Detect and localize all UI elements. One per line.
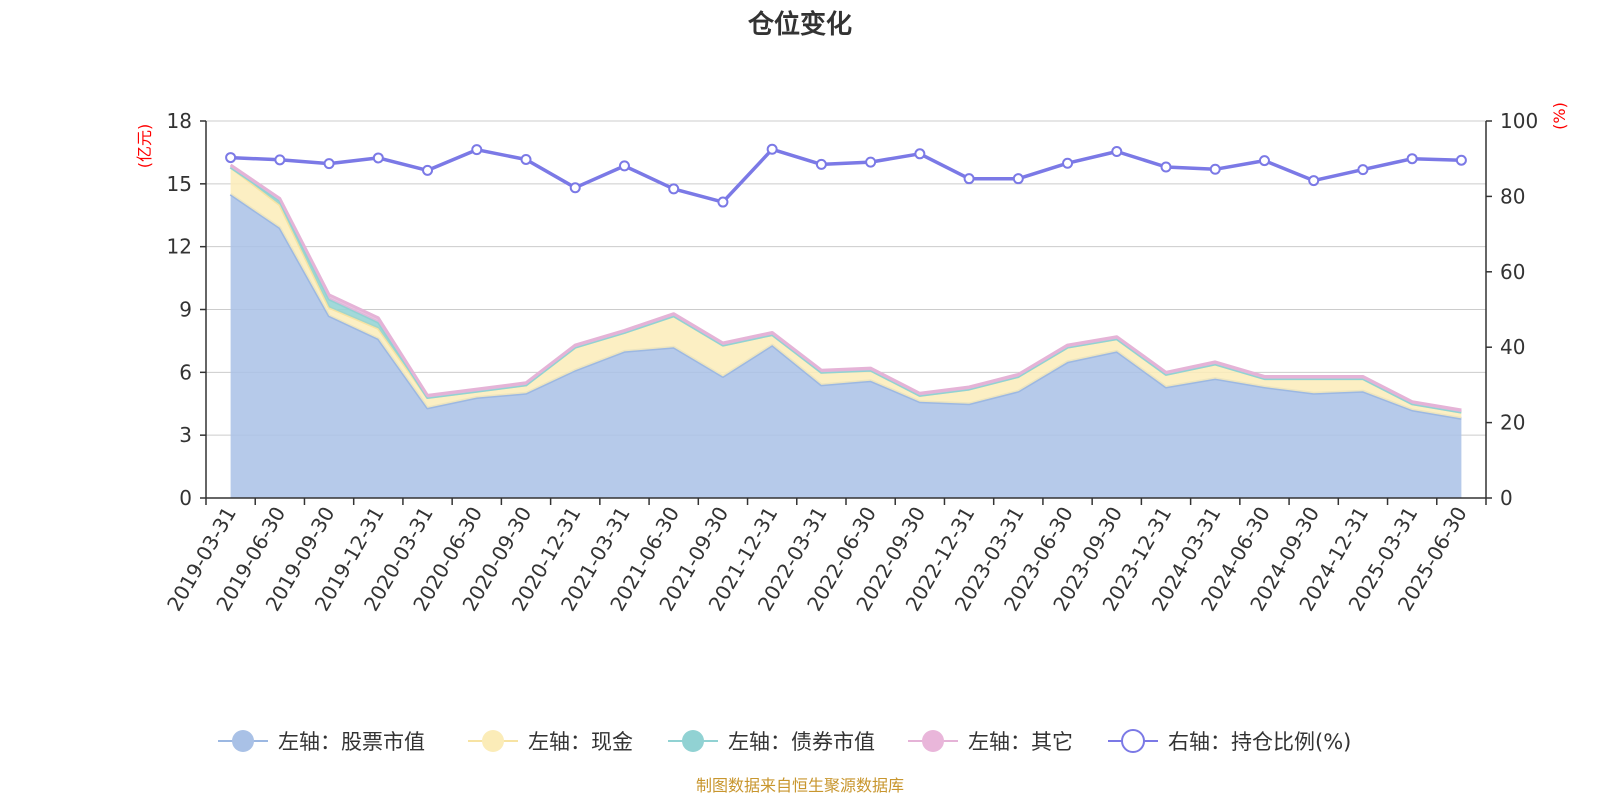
position-ratio-point xyxy=(1111,146,1123,158)
position-ratio-point xyxy=(274,154,286,166)
right-axis-tick-label: 40 xyxy=(1500,335,1525,359)
legend-label: 右轴：持仓比例(%) xyxy=(1168,730,1351,754)
legend-item: 右轴：持仓比例(%) xyxy=(1108,729,1351,754)
position-ratio-point xyxy=(520,153,532,165)
left-axis-tick-label: 9 xyxy=(179,298,192,322)
right-axis-tick-label: 20 xyxy=(1500,411,1525,435)
legend-label: 左轴：债券市值 xyxy=(728,730,875,754)
position-ratio-point xyxy=(225,152,237,164)
right-axis-tick-label: 60 xyxy=(1500,260,1525,284)
left-axis-tick-label: 6 xyxy=(179,360,192,384)
legend-item: 左轴：其它 xyxy=(908,730,1073,754)
position-ratio-line xyxy=(230,147,1462,204)
legend-label: 左轴：其它 xyxy=(968,730,1073,754)
data-source-note: 制图数据来自恒生聚源数据库 xyxy=(696,776,904,795)
legend-label: 左轴：现金 xyxy=(528,730,633,754)
position-ratio-point xyxy=(569,182,581,194)
area-左轴：股票市值 xyxy=(230,194,1462,499)
position-ratio-point xyxy=(815,158,827,170)
legend: 左轴：股票市值 左轴：现金 左轴：债券市值 左轴：其它 右轴：持仓比例(%) xyxy=(218,729,1351,754)
legend-item: 左轴：股票市值 xyxy=(218,730,425,754)
legend-marker xyxy=(682,730,704,752)
left-axis-tick-label: 18 xyxy=(167,109,192,133)
right-axis-tick-label: 80 xyxy=(1500,184,1525,208)
left-axis-tick-label: 15 xyxy=(167,172,192,196)
position-ratio-point xyxy=(471,144,483,156)
position-ratio-point xyxy=(618,160,630,172)
position-ratio-point xyxy=(422,164,434,176)
position-ratio-point xyxy=(323,158,335,170)
legend-marker xyxy=(922,730,944,752)
position-ratio-series xyxy=(225,143,1467,208)
right-axis-tick-label: 0 xyxy=(1500,486,1513,510)
position-ratio-point xyxy=(914,148,926,160)
legend-marker xyxy=(232,730,254,752)
position-ratio-point xyxy=(1258,155,1270,167)
position-ratio-point xyxy=(1455,154,1467,166)
position-ratio-point xyxy=(372,152,384,164)
right-axis-tick-label: 100 xyxy=(1500,109,1538,133)
position-ratio-point xyxy=(865,156,877,168)
position-ratio-point xyxy=(1160,161,1172,173)
left-axis-unit: (亿元) xyxy=(135,124,154,169)
legend-marker xyxy=(1121,729,1145,753)
position-ratio-point xyxy=(1308,175,1320,187)
legend-item: 左轴：债券市值 xyxy=(668,730,875,754)
left-axis-tick-label: 3 xyxy=(179,423,192,447)
position-ratio-point xyxy=(1406,153,1418,165)
position-ratio-point xyxy=(1012,173,1024,185)
position-ratio-point xyxy=(668,183,680,195)
area-series xyxy=(229,163,1462,499)
position-ratio-point xyxy=(1062,157,1074,169)
legend-item: 左轴：现金 xyxy=(468,730,633,754)
left-axis-tick-label: 12 xyxy=(167,235,192,259)
position-ratio-point xyxy=(963,173,975,185)
legend-label: 左轴：股票市值 xyxy=(278,730,425,754)
position-ratio-point xyxy=(1357,164,1369,176)
legend-marker xyxy=(482,730,504,752)
left-axis-tick-label: 0 xyxy=(179,486,192,510)
position-ratio-point xyxy=(766,143,778,155)
position-ratio-point xyxy=(717,196,729,208)
right-axis-unit: (%) xyxy=(1550,102,1569,130)
area-edge-左轴：其它 xyxy=(229,163,1462,412)
chart-title: 仓位变化 xyxy=(747,9,852,40)
position-ratio-point xyxy=(1209,163,1221,175)
